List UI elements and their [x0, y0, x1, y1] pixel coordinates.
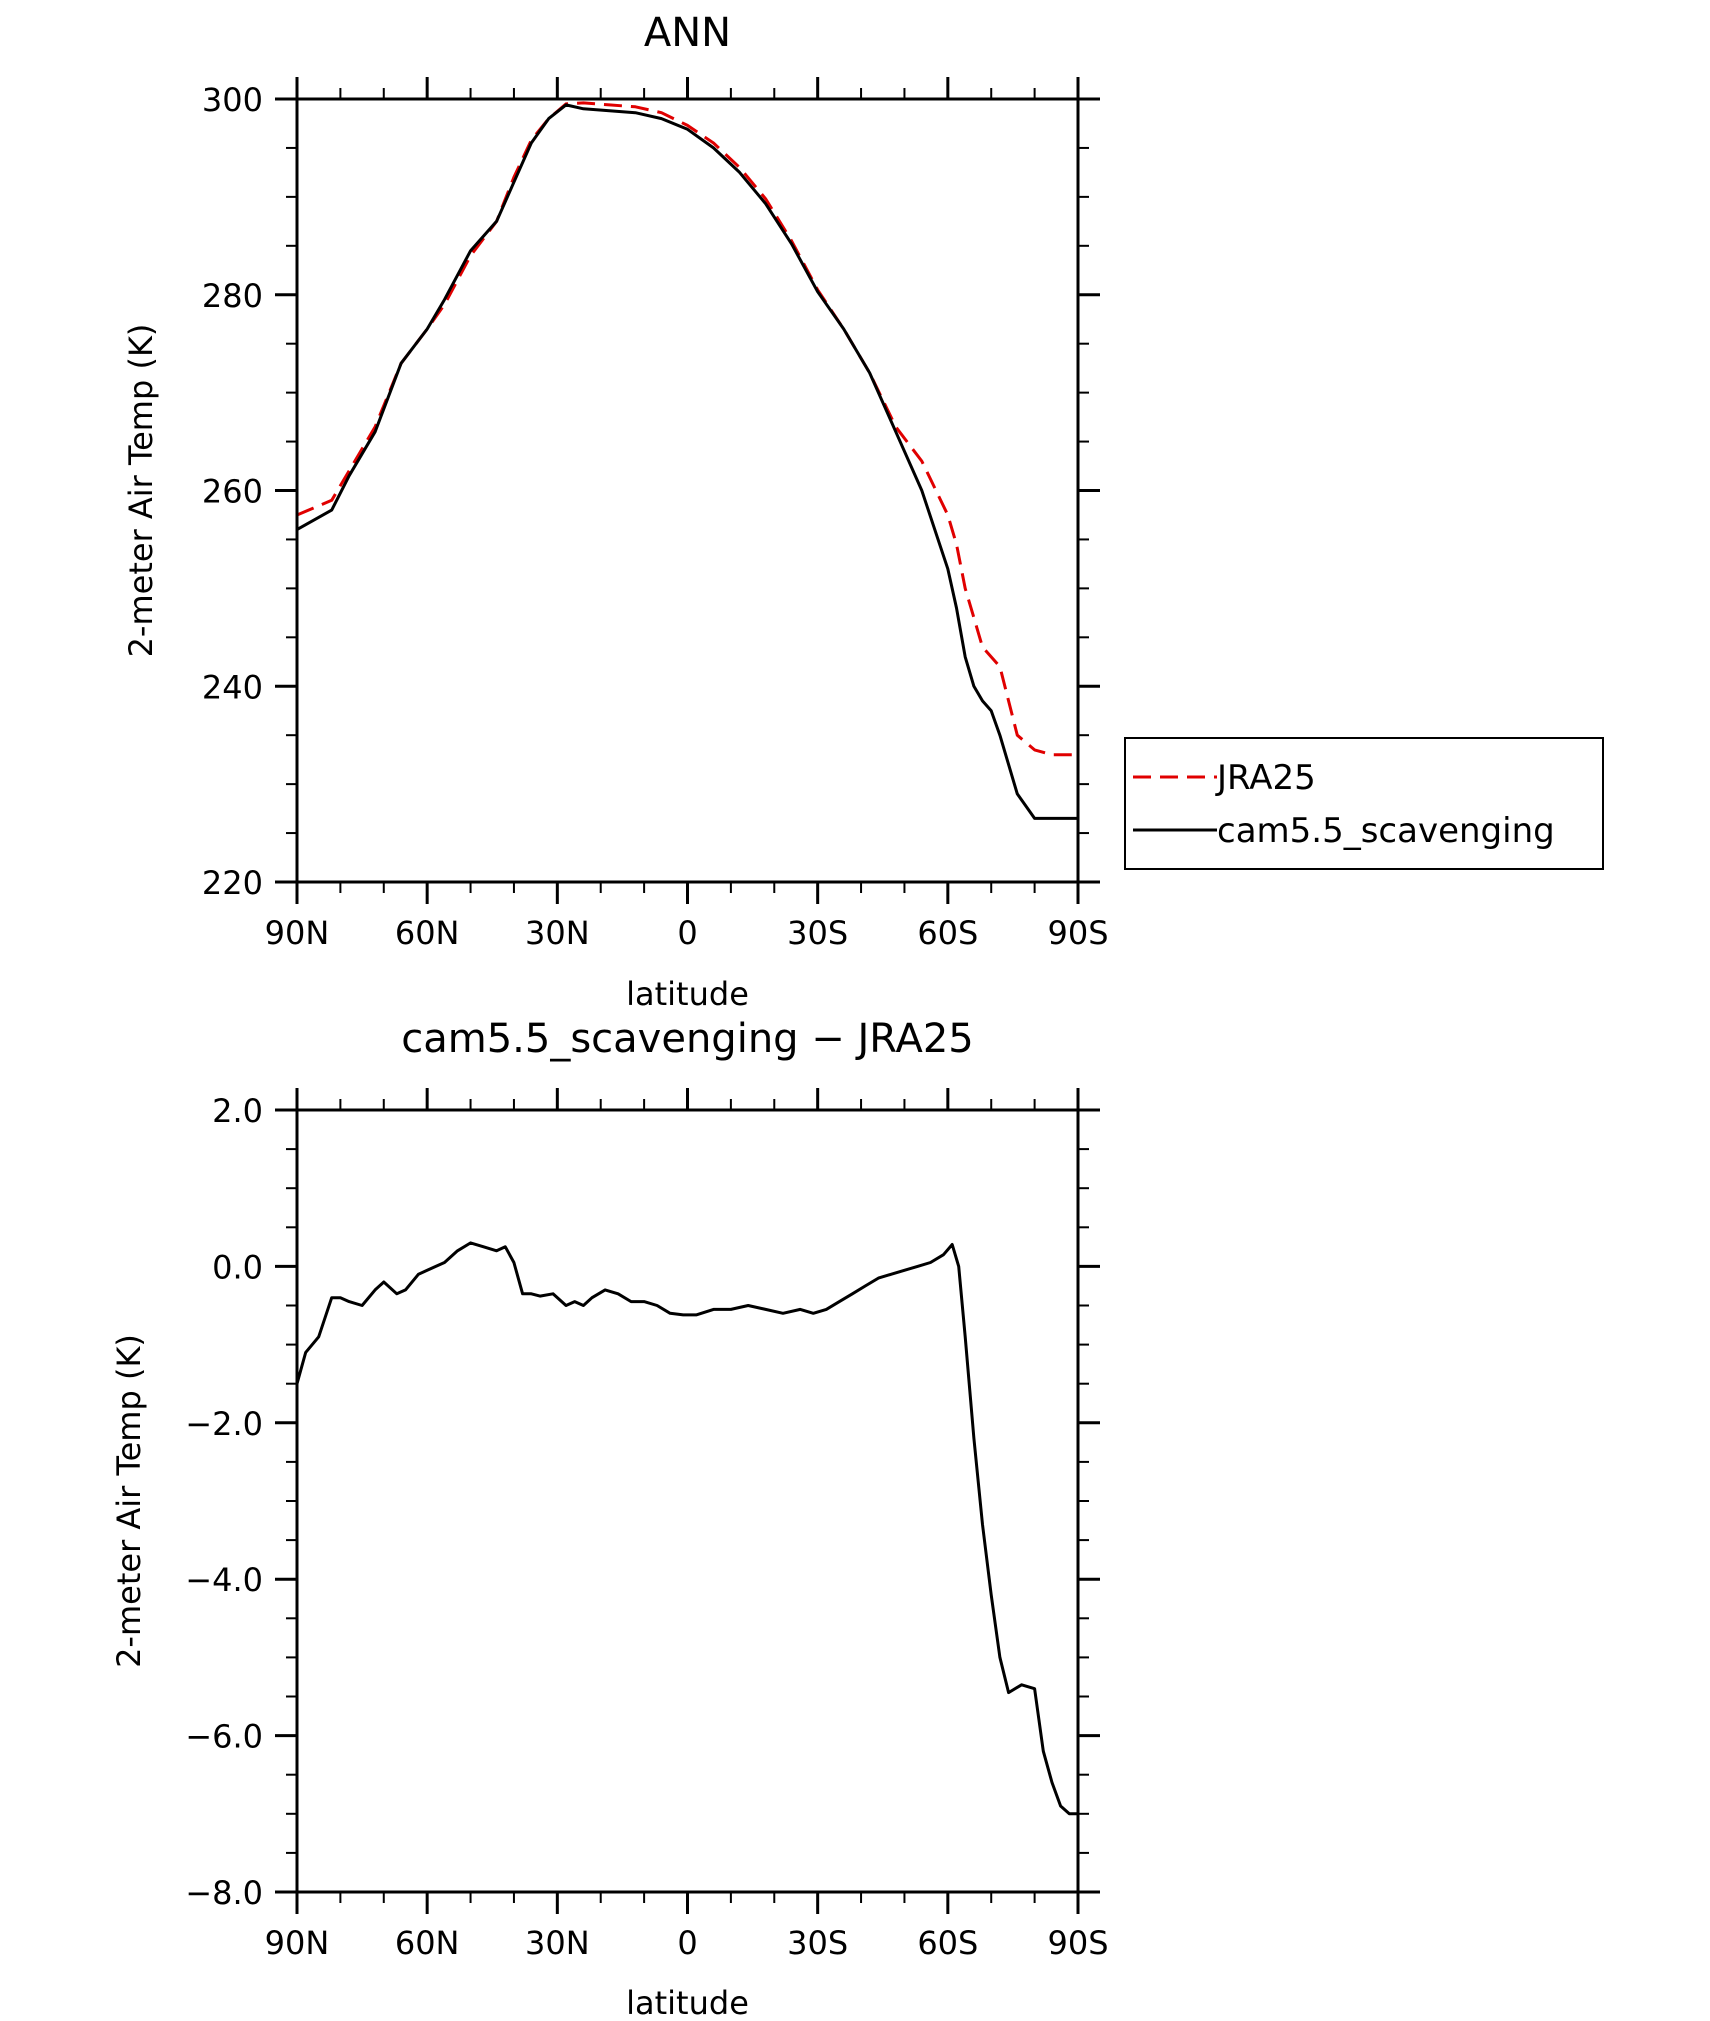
x-tick-label: 60S [917, 914, 978, 952]
y-axis-label: 2-meter Air Temp (K) [122, 324, 160, 658]
legend-entry-jra25: JRA25 [1215, 758, 1316, 798]
y-tick-label: 220 [202, 864, 263, 902]
tick-marks [275, 1088, 1100, 1914]
y-tick-label: 300 [202, 81, 263, 119]
y-tick-labels: −8.0 −6.0 −4.0 −2.0 0.0 2.0 [185, 1092, 263, 1912]
x-tick-label: 30N [525, 914, 590, 952]
y-tick-label: 2.0 [212, 1092, 263, 1130]
y-tick-labels: 220 240 260 280 300 [202, 81, 263, 902]
x-tick-label: 90S [1047, 1924, 1108, 1962]
plot-lines [296, 101, 1078, 820]
x-tick-label: 0 [677, 914, 697, 952]
x-tick-label: 30N [525, 1924, 590, 1962]
y-axis-label: 2-meter Air Temp (K) [110, 1334, 148, 1668]
tick-marks [275, 77, 1100, 904]
legend-entry-cam: cam5.5_scavenging [1217, 811, 1555, 851]
chart-title-difference: cam5.5_scavenging − JRA25 [401, 1016, 973, 1062]
y-tick-label: 240 [202, 668, 263, 706]
legend: JRA25 cam5.5_scavenging [1124, 737, 1604, 870]
series-line [295, 1241, 1078, 1816]
x-tick-labels: 90N 60N 30N 0 30S 60S 90S [265, 1924, 1109, 1962]
legend-box [1124, 737, 1604, 870]
x-tick-label: 30S [787, 1924, 848, 1962]
y-tick-label: 260 [202, 473, 263, 511]
series-line-jra25 [296, 101, 1078, 757]
x-axis-label: latitude [626, 975, 749, 1013]
plot-lines [295, 1241, 1078, 1816]
x-tick-label: 0 [677, 1924, 697, 1962]
x-tick-label: 90S [1047, 914, 1108, 952]
y-tick-label: −4.0 [185, 1561, 263, 1599]
chart-title: ANN [644, 10, 731, 56]
x-tick-label: 90N [265, 914, 330, 952]
y-tick-label: −2.0 [185, 1405, 263, 1443]
x-tick-label: 60N [395, 914, 460, 952]
x-tick-label: 60N [395, 1924, 460, 1962]
x-axis-label: latitude [626, 1984, 749, 2021]
y-tick-label: −8.0 [185, 1874, 263, 1912]
x-tick-label: 90N [265, 1924, 330, 1962]
plot-frame [295, 1108, 1080, 1894]
series-line-cam5-5-scavenging [296, 103, 1078, 820]
x-tick-label: 60S [917, 1924, 978, 1962]
y-tick-label: 0.0 [212, 1248, 263, 1286]
plot-frame [295, 97, 1080, 884]
y-tick-label: 280 [202, 277, 263, 315]
x-tick-labels: 90N 60N 30N 0 30S 60S 90S [265, 914, 1109, 952]
y-tick-label: −6.0 [185, 1718, 263, 1756]
bottom-chart: cam5.5_scavenging − JRA25 −8.0 −6.0 −4.0 −2… [110, 1016, 1109, 2021]
x-tick-label: 30S [787, 914, 848, 952]
